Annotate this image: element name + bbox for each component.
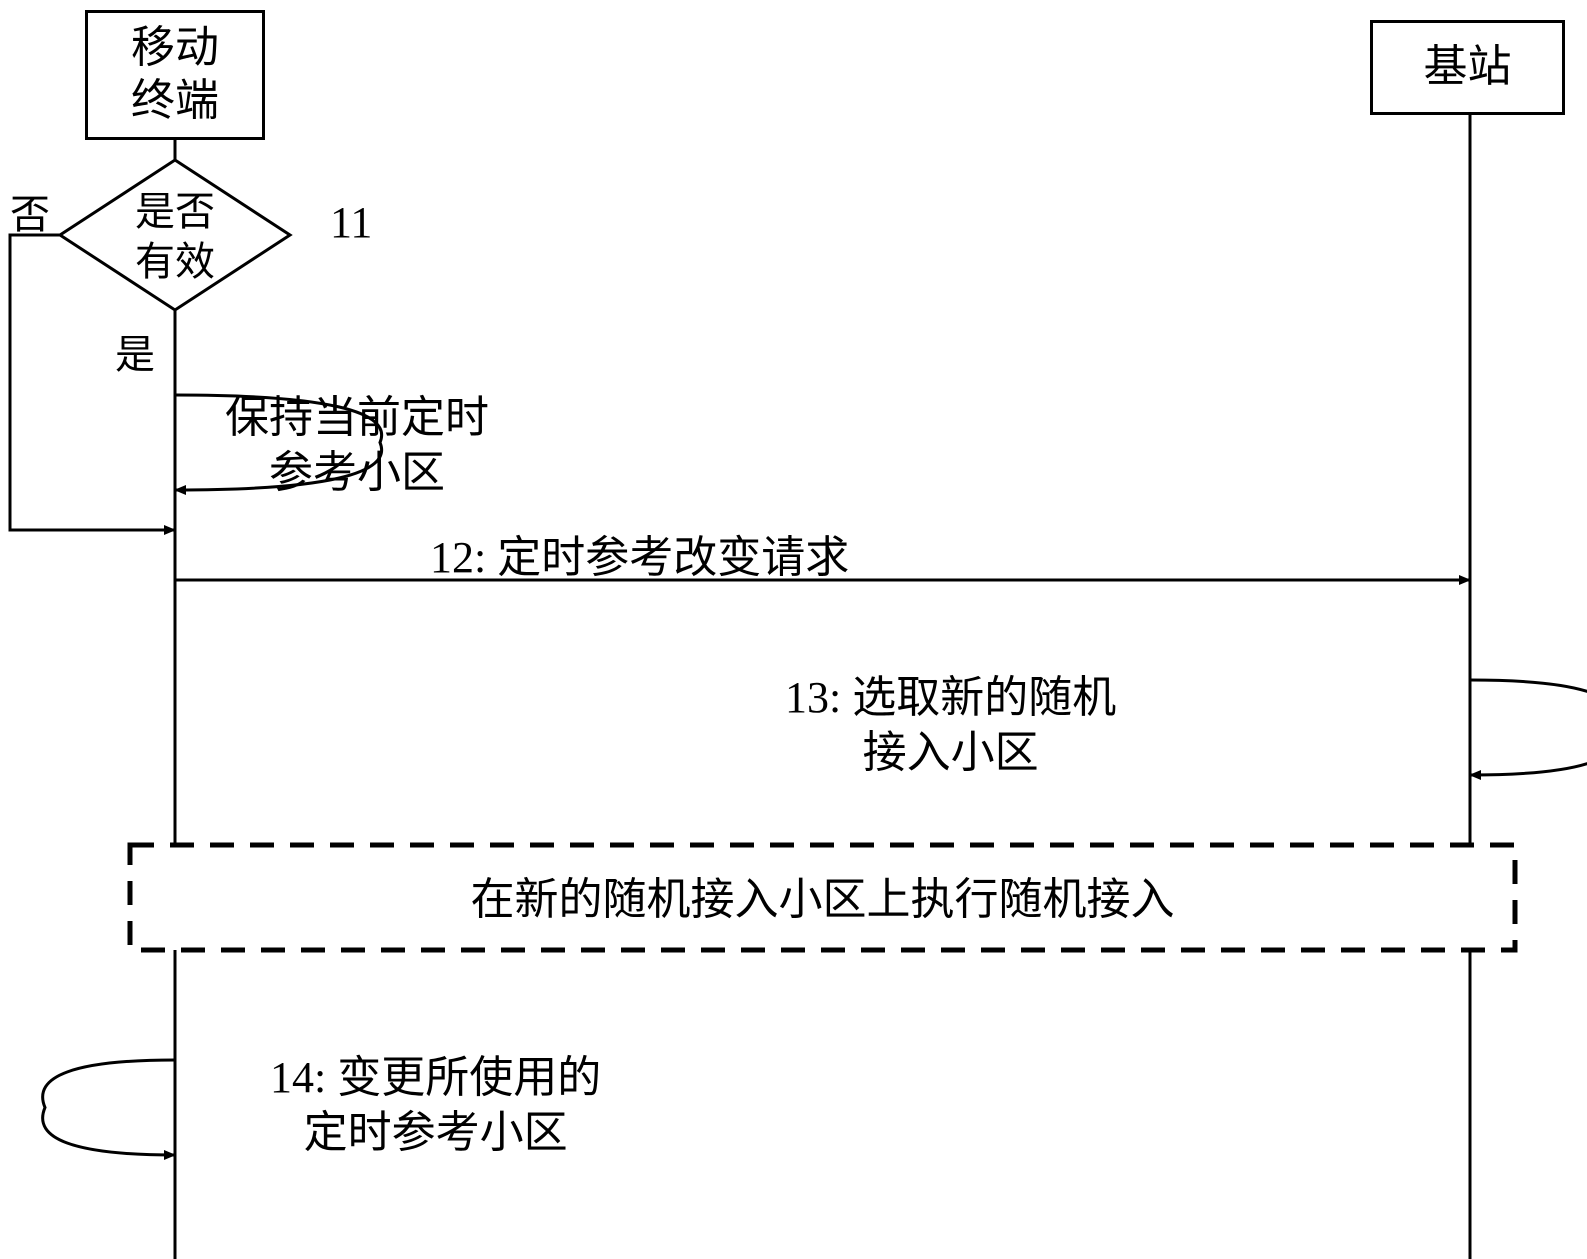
decision-tag: 11 bbox=[330, 195, 372, 250]
decision-yes: 是 bbox=[115, 330, 155, 380]
decision-label: 是否 有效 bbox=[85, 187, 265, 287]
loop-change-label: 14: 变更所使用的 定时参考小区 bbox=[270, 1050, 601, 1160]
message-label: 12: 定时参考改变请求 bbox=[430, 530, 849, 585]
dashed-box-label: 在新的随机接入小区上执行随机接入 bbox=[130, 872, 1515, 927]
loop-select-label: 13: 选取新的随机 接入小区 bbox=[785, 670, 1116, 780]
decision-no: 否 bbox=[10, 190, 50, 240]
loop-keep-label: 保持当前定时 参考小区 bbox=[225, 390, 489, 500]
